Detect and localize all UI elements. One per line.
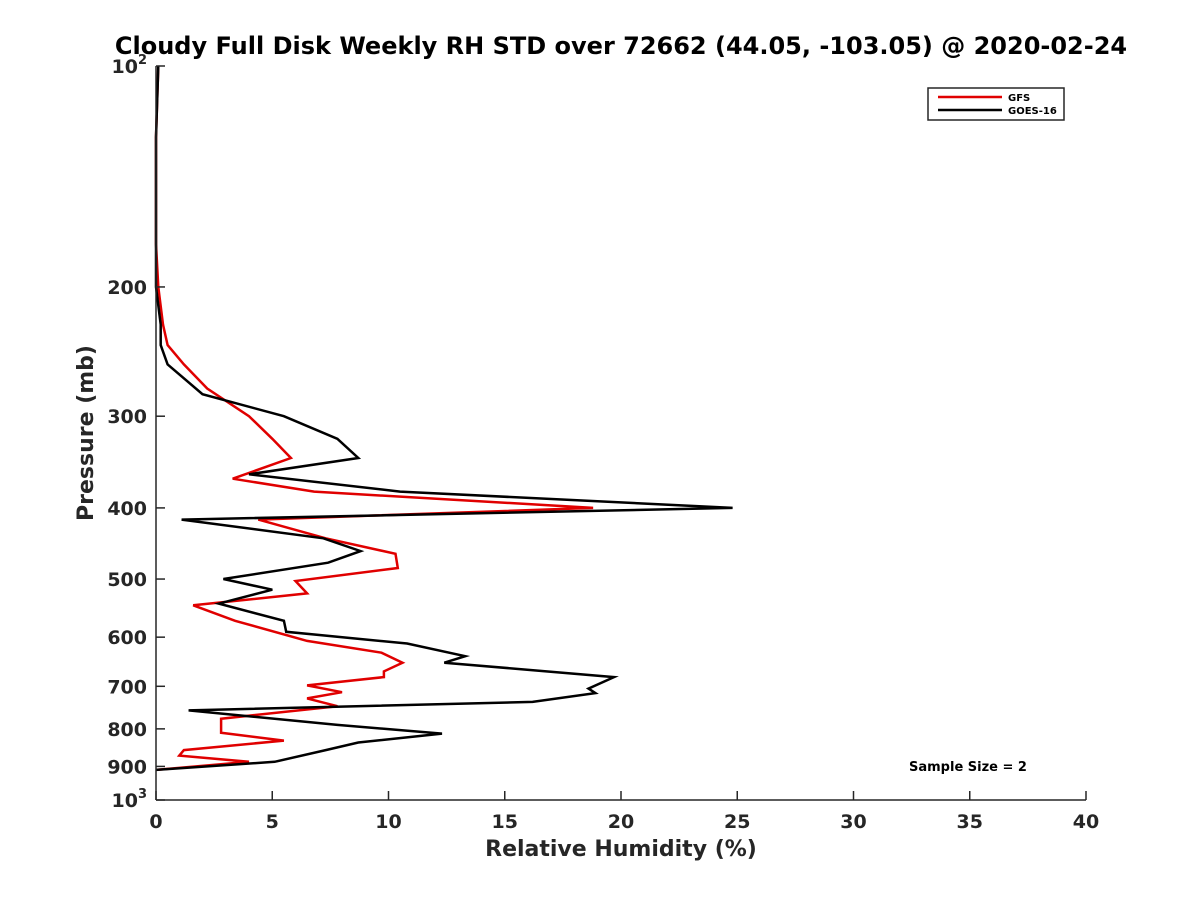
y-tick-label: 102 <box>112 53 148 78</box>
x-tick-label: 15 <box>492 811 518 833</box>
x-tick-label: 30 <box>840 811 866 833</box>
x-tick-label: 5 <box>266 811 279 833</box>
sample-size-annotation: Sample Size = 2 <box>909 760 1027 775</box>
y-tick-label: 700 <box>107 676 147 698</box>
y-tick-label: 800 <box>107 719 147 741</box>
y-tick-label: 600 <box>107 627 147 649</box>
x-tick-label: 40 <box>1073 811 1099 833</box>
x-tick-label: 25 <box>724 811 750 833</box>
x-tick-label: 10 <box>375 811 401 833</box>
legend: GFS GOES-16 <box>927 87 1065 121</box>
chart-title: Cloudy Full Disk Weekly RH STD over 7266… <box>115 32 1127 60</box>
series-line-gfs <box>154 65 594 772</box>
y-tick-label: 400 <box>107 498 147 520</box>
x-axis-label: Relative Humidity (%) <box>485 837 757 862</box>
series-line-goes-16 <box>154 65 733 772</box>
y-tick-label: 900 <box>107 756 147 778</box>
y-tick-label: 300 <box>107 406 147 428</box>
y-tick-label: 500 <box>107 569 147 591</box>
legend-label-gfs: GFS <box>1008 93 1030 104</box>
x-tick-label: 35 <box>957 811 983 833</box>
y-axis-ticks: 102 200 300 400 500 600 700 800 900 103 <box>107 53 165 812</box>
legend-box <box>927 87 1065 121</box>
plot-area: 0 5 10 15 20 25 30 35 40 102 200 300 400 500 600 700 80… <box>107 53 1099 833</box>
y-axis-label: Pressure (mb) <box>74 345 99 521</box>
y-tick-label: 103 <box>112 787 148 812</box>
x-axis-ticks: 0 5 10 15 20 25 30 35 40 <box>149 791 1099 833</box>
x-tick-label: 20 <box>608 811 634 833</box>
y-tick-label: 200 <box>107 277 147 299</box>
series-layer <box>154 65 733 772</box>
legend-label-goes16: GOES-16 <box>1008 106 1057 117</box>
x-tick-label: 0 <box>149 811 162 833</box>
